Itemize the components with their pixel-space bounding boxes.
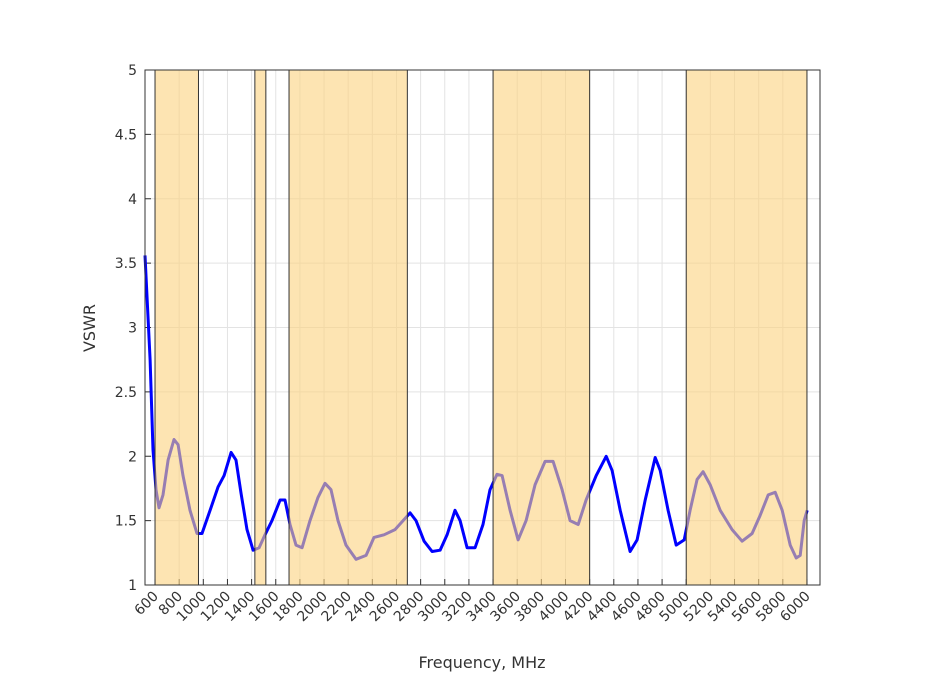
y-tick-label: 5 [128, 63, 137, 79]
frequency-band [254, 69, 267, 586]
y-tick-label: 4 [128, 192, 137, 208]
y-tick-label: 2 [128, 449, 137, 465]
y-axis-label: VSWR [80, 304, 99, 352]
y-tick-label: 2.5 [115, 385, 137, 401]
frequency-band [154, 69, 199, 586]
frequency-band [288, 69, 408, 586]
frequency-band [492, 69, 591, 586]
x-axis-label: Frequency, MHz [418, 653, 545, 672]
plot-frame [144, 69, 821, 586]
y-tick-label: 1 [128, 578, 137, 594]
y-tick-label: 1.5 [115, 514, 137, 530]
y-tick-label: 4.5 [115, 127, 137, 143]
y-tick-label: 3 [128, 321, 137, 337]
frequency-band [685, 69, 808, 586]
y-tick-label: 3.5 [115, 256, 137, 272]
